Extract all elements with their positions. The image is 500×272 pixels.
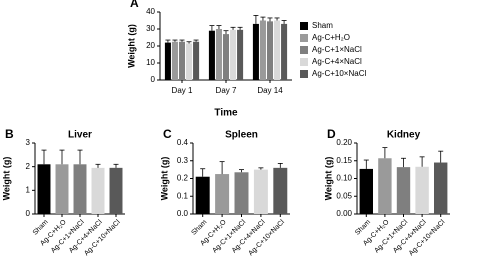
bar bbox=[274, 20, 281, 80]
bar bbox=[237, 29, 244, 81]
x-tick-label: Day 14 bbox=[257, 86, 283, 95]
bar bbox=[396, 167, 411, 214]
y-axis-label: Weight (g) bbox=[159, 157, 169, 201]
legend-swatch bbox=[300, 70, 308, 78]
x-tick-label: Day 7 bbox=[216, 86, 237, 95]
y-tick-label: 0.1 bbox=[177, 191, 189, 200]
bar bbox=[171, 41, 178, 80]
x-tick-label: Sham bbox=[191, 219, 209, 237]
y-tick-label: 10 bbox=[146, 58, 155, 67]
bar bbox=[252, 23, 259, 80]
panel-label: C bbox=[163, 127, 172, 141]
bar bbox=[91, 167, 105, 214]
y-axis-label: Weight (g) bbox=[126, 24, 136, 68]
x-tick-label: Ag-C+10×NaCl bbox=[248, 218, 287, 257]
bar bbox=[215, 29, 222, 80]
bar bbox=[273, 167, 288, 214]
y-axis-label: Weight (g) bbox=[323, 157, 333, 201]
bar bbox=[37, 164, 51, 214]
panel-label: D bbox=[327, 127, 336, 141]
y-tick-label: 0.05 bbox=[336, 191, 352, 200]
bar bbox=[193, 41, 200, 80]
legend-swatch bbox=[300, 58, 308, 66]
bar bbox=[259, 20, 266, 80]
bar bbox=[266, 21, 274, 81]
y-tick-label: 1 bbox=[26, 185, 31, 194]
y-tick-label: 0.4 bbox=[177, 138, 189, 147]
bar bbox=[195, 176, 210, 214]
bar bbox=[253, 169, 268, 214]
y-tick-label: 0 bbox=[151, 75, 156, 84]
y-axis-label: Weight (g) bbox=[1, 157, 11, 201]
y-tick-label: 40 bbox=[146, 7, 155, 16]
x-axis-label: Time bbox=[214, 108, 238, 119]
legend-swatch bbox=[300, 34, 308, 42]
y-tick-label: 0.2 bbox=[177, 174, 189, 183]
bar bbox=[178, 41, 186, 80]
bar bbox=[359, 168, 373, 214]
bar bbox=[186, 43, 193, 80]
y-tick-label: 0.20 bbox=[336, 138, 352, 147]
panel-title: Liver bbox=[68, 130, 92, 141]
y-tick-label: 0 bbox=[26, 209, 31, 218]
bar bbox=[55, 164, 69, 214]
bar bbox=[208, 30, 215, 80]
bar bbox=[109, 167, 123, 214]
legend-label: Ag-C+4×NaCl bbox=[312, 57, 362, 66]
bar bbox=[281, 23, 288, 80]
bar bbox=[234, 172, 249, 214]
x-tick-label: Ag-C+10×NaCl bbox=[408, 218, 447, 257]
bar bbox=[215, 174, 230, 214]
panel-label: A bbox=[130, 0, 139, 10]
y-tick-label: 0.00 bbox=[336, 209, 352, 218]
bar bbox=[230, 29, 237, 81]
panel-label: B bbox=[5, 127, 14, 141]
y-tick-label: 20 bbox=[146, 41, 155, 50]
y-tick-label: 30 bbox=[146, 24, 155, 33]
y-tick-label: 0.0 bbox=[177, 209, 189, 218]
legend-swatch bbox=[300, 46, 308, 54]
y-tick-label: 3 bbox=[26, 138, 31, 147]
bar bbox=[434, 162, 448, 214]
legend-label: Ag-C+10×NaCl bbox=[312, 69, 366, 78]
y-tick-label: 0.3 bbox=[177, 156, 189, 165]
x-tick-label: Day 1 bbox=[172, 86, 193, 95]
bar bbox=[378, 158, 392, 214]
legend-label: Ag-C+1×NaCl bbox=[312, 45, 362, 54]
legend-label: Ag-C+H₂O bbox=[312, 33, 350, 42]
y-tick-label: 0.15 bbox=[336, 156, 352, 165]
panel-title: Kidney bbox=[387, 130, 421, 141]
bar bbox=[164, 42, 171, 80]
bar bbox=[222, 34, 230, 80]
y-tick-label: 0.10 bbox=[336, 174, 352, 183]
bar bbox=[415, 166, 429, 214]
panel-title: Spleen bbox=[225, 130, 258, 141]
y-tick-label: 2 bbox=[26, 162, 31, 171]
legend-swatch bbox=[300, 22, 308, 30]
legend-label: Sham bbox=[312, 21, 333, 30]
bar bbox=[73, 164, 87, 214]
